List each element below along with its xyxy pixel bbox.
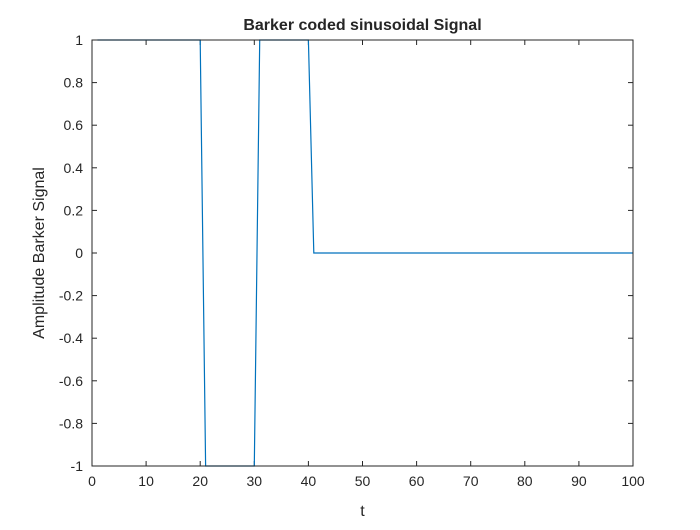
y-tick-label: 1 [75,32,83,48]
y-tick-label: -0.2 [59,288,83,304]
y-tick-label: -1 [71,458,84,474]
y-tick-label: -0.4 [59,330,83,346]
x-tick-label: 60 [409,473,425,489]
chart-title: Barker coded sinusoidal Signal [243,17,481,34]
x-tick-label: 40 [301,473,317,489]
x-tick-label: 80 [517,473,533,489]
y-tick-label: 0.6 [64,117,84,133]
y-tick-label: -0.8 [59,415,83,431]
series-line-0 [97,39,633,467]
axes-box [91,39,634,467]
x-axis-label: t [360,503,365,520]
x-tick-label: 90 [571,473,587,489]
y-tick-label: 0.4 [64,160,84,176]
y-tick-label: -0.6 [59,373,83,389]
x-tick-label: 0 [88,473,96,489]
y-axis-label: Amplitude Barker Signal [31,167,48,339]
series-layer [97,39,633,467]
x-tick-label: 100 [621,473,645,489]
y-tick-label: 0.2 [64,202,84,218]
x-tick-label: 50 [355,473,371,489]
y-tick-label: 0 [75,245,83,261]
y-tick-label: 0.8 [64,75,84,91]
x-tick-label: 70 [463,473,479,489]
x-tick-label: 20 [192,473,208,489]
tick-labels: 0 10 20 30 40 50 60 70 80 90 100-1-0.8-0.6-0.4-0.2… [59,32,645,489]
x-tick-label: 30 [247,473,263,489]
x-tick-label: 10 [138,473,154,489]
